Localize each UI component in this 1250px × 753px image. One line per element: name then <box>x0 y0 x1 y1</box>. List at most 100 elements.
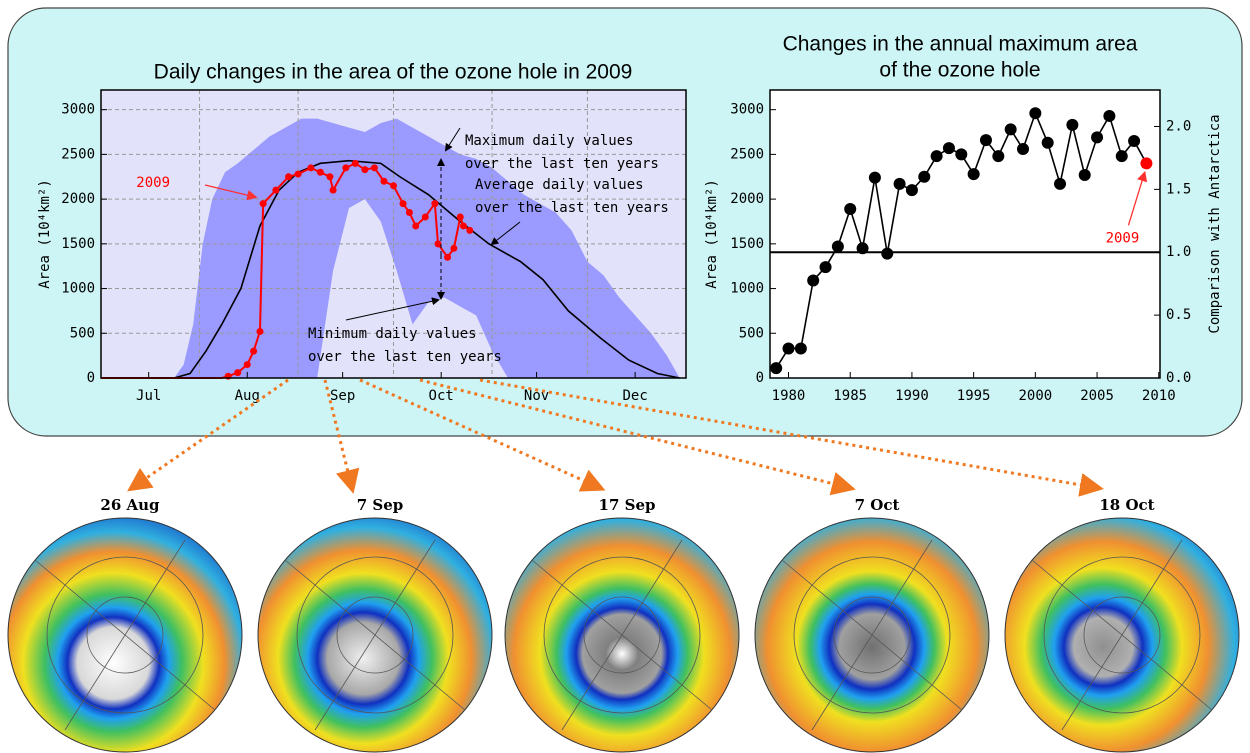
chart-title: of the ozone hole <box>879 59 1040 82</box>
data-point <box>457 214 464 221</box>
y-tick-label: 2000 <box>730 191 764 207</box>
data-point <box>783 342 795 354</box>
data-point <box>1054 178 1066 190</box>
data-point <box>1091 131 1103 143</box>
data-point <box>326 173 333 180</box>
data-point <box>832 241 844 253</box>
data-point <box>460 222 467 229</box>
data-point <box>869 172 881 184</box>
data-point <box>380 178 387 185</box>
data-point <box>260 200 267 207</box>
data-point <box>390 182 397 189</box>
data-point <box>444 254 451 261</box>
data-point <box>906 184 918 196</box>
y-axis-label: Area (10⁴km²) <box>704 179 720 289</box>
data-point <box>342 164 349 171</box>
data-point <box>992 150 1004 162</box>
y-tick-label: 500 <box>739 325 764 341</box>
data-point <box>250 348 257 355</box>
data-point <box>330 187 337 194</box>
y-tick-label: 1000 <box>61 281 95 297</box>
annotation: over the last ten years <box>475 200 669 216</box>
y-tick-label: 0 <box>756 370 764 386</box>
data-point <box>820 261 832 273</box>
x-tick-label: Sep <box>330 388 355 404</box>
highlight-label: 2009 <box>1106 230 1140 246</box>
data-point <box>918 171 930 183</box>
data-point <box>307 164 314 171</box>
data-point <box>881 248 893 260</box>
map-label: 7 Oct <box>855 496 900 514</box>
map-label: 18 Oct <box>1099 496 1154 514</box>
x-tick-label: Aug <box>235 388 260 404</box>
annotation: over the last ten years <box>308 349 502 365</box>
y-tick-label: 1500 <box>61 236 95 252</box>
x-tick-label: Oct <box>429 388 454 404</box>
data-point <box>1103 110 1115 122</box>
data-point <box>272 187 279 194</box>
data-point <box>894 178 906 190</box>
y-tick-label: 2500 <box>730 146 764 162</box>
data-point <box>371 164 378 171</box>
data-point <box>450 245 457 252</box>
data-point <box>256 328 263 335</box>
data-point <box>795 342 807 354</box>
data-point <box>431 200 438 207</box>
data-point <box>422 214 429 221</box>
x-tick-label: 1985 <box>833 388 867 404</box>
y-tick-label: 3000 <box>61 102 95 118</box>
map-label: 26 Aug <box>100 496 160 514</box>
annotation: over the last ten years <box>465 156 659 172</box>
data-point <box>1005 123 1017 135</box>
data-point <box>412 222 419 229</box>
map-label: 17 Sep <box>599 496 656 514</box>
data-point <box>1066 119 1078 131</box>
data-point <box>234 369 241 376</box>
data-point <box>317 169 324 176</box>
data-point <box>1029 107 1041 119</box>
x-tick-label: 2000 <box>1018 388 1052 404</box>
x-tick-label: 2005 <box>1080 388 1114 404</box>
data-point <box>244 361 251 368</box>
y-tick-label: 2000 <box>61 191 95 207</box>
y-tick-label: 2500 <box>61 146 95 162</box>
annotation: Maximum daily values <box>465 133 634 149</box>
chart-title: Daily changes in the area of the ozone h… <box>154 61 633 84</box>
y-axis-label: Area (10⁴km²) <box>37 179 53 289</box>
data-point <box>844 203 856 215</box>
data-point <box>955 148 967 160</box>
data-point <box>857 242 869 254</box>
annotation: Average daily values <box>475 177 644 193</box>
plot-area <box>770 90 1160 378</box>
data-point <box>1079 169 1091 181</box>
annotation: 2009 <box>136 175 170 191</box>
data-point <box>1042 137 1054 149</box>
y-tick-label: 1500 <box>730 236 764 252</box>
y2-tick-label: 0.5 <box>1166 307 1191 323</box>
data-point <box>1017 143 1029 155</box>
x-tick-label: 2010 <box>1142 388 1176 404</box>
data-point <box>435 240 442 247</box>
chart: Daily changes in the area of the ozone h… <box>37 61 686 404</box>
chart-title: Changes in the annual maximum area <box>783 33 1138 56</box>
y2-tick-label: 0.0 <box>1166 370 1191 386</box>
y2-axis-label: Comparison with Antarctica <box>1207 114 1223 333</box>
data-point <box>406 209 413 216</box>
data-point <box>285 173 292 180</box>
figure: Daily changes in the area of the ozone h… <box>0 0 1250 753</box>
x-tick-label: Jul <box>136 388 161 404</box>
y2-tick-label: 1.5 <box>1166 181 1191 197</box>
y-tick-label: 3000 <box>730 102 764 118</box>
data-point <box>980 134 992 146</box>
x-tick-label: 1990 <box>895 388 929 404</box>
data-point <box>807 275 819 287</box>
data-point <box>1116 150 1128 162</box>
data-point <box>466 227 473 234</box>
data-point <box>931 150 943 162</box>
data-point <box>295 171 302 178</box>
data-point <box>943 142 955 154</box>
x-tick-label: 1980 <box>772 388 806 404</box>
x-tick-label: 1995 <box>957 388 991 404</box>
y2-tick-label: 2.0 <box>1166 118 1191 134</box>
